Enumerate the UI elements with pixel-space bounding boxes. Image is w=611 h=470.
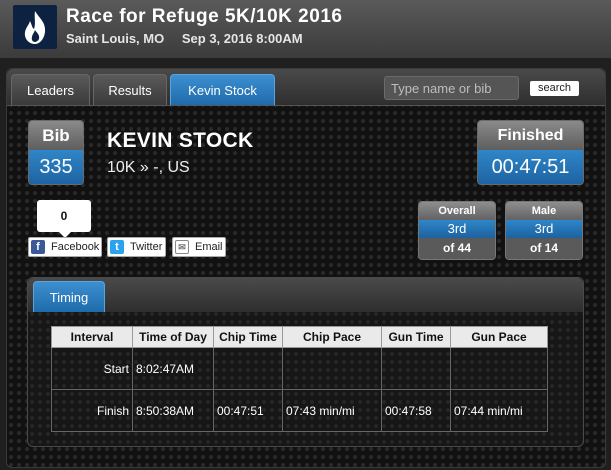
tab-results[interactable]: Results xyxy=(93,74,167,105)
column-header: Chip Time xyxy=(213,326,283,348)
search-input[interactable] xyxy=(384,76,519,100)
gun-time-cell: 00:47:58 xyxy=(381,389,451,432)
facebook-label: Facebook xyxy=(51,241,100,253)
search-button[interactable]: search xyxy=(530,81,579,96)
tab-leaders[interactable]: Leaders xyxy=(11,74,90,105)
finish-time: 00:47:51 xyxy=(478,150,583,184)
email-share-button[interactable]: ✉ Email xyxy=(172,237,226,257)
tab-timing[interactable]: Timing xyxy=(33,281,105,312)
male-label: Male xyxy=(506,202,582,220)
timing-tab-bar: Timing xyxy=(28,278,583,312)
results-panel: Leaders Results Kevin Stock search Bib 3… xyxy=(6,68,606,468)
race-title[interactable]: Race for Refuge 5K/10K 2016 xyxy=(66,6,343,27)
splits-table: Interval Time of Day Chip Time Chip Pace… xyxy=(51,326,548,432)
table-header-row: Interval Time of Day Chip Time Chip Pace… xyxy=(51,326,548,348)
time-of-day-cell: 8:02:47AM xyxy=(132,347,214,390)
male-rank-box: Male 3rd of 14 xyxy=(505,201,583,260)
bib-label: Bib xyxy=(29,121,83,150)
overall-label: Overall xyxy=(419,202,495,220)
male-place: 3rd xyxy=(506,220,582,238)
twitter-label: Twitter xyxy=(130,241,163,253)
interval-cell: Finish xyxy=(51,389,133,432)
timing-panel: Timing Interval Time of Day Chip Time Ch… xyxy=(27,277,584,447)
facebook-share-button[interactable]: f Facebook xyxy=(28,237,102,257)
male-of: of 14 xyxy=(506,238,582,259)
table-row: Finish 8:50:38AM 00:47:51 07:43 min/mi 0… xyxy=(51,389,548,432)
race-location: Saint Louis, MO xyxy=(66,31,165,46)
column-header: Chip Pace xyxy=(282,326,382,348)
chip-time-cell: 00:47:51 xyxy=(213,389,283,432)
email-icon: ✉ xyxy=(175,240,189,254)
finished-box: Finished 00:47:51 xyxy=(477,120,584,185)
race-subtitle: Saint Louis, MO Sep 3, 2016 8:00AM xyxy=(66,31,317,46)
overall-of: of 44 xyxy=(419,238,495,259)
header: Race for Refuge 5K/10K 2016 Saint Louis,… xyxy=(0,0,611,59)
twitter-share-button[interactable]: t Twitter xyxy=(107,237,166,257)
bib-box: Bib 335 xyxy=(28,120,84,185)
facebook-icon: f xyxy=(31,240,45,254)
gun-pace-cell xyxy=(450,347,548,390)
overall-place: 3rd xyxy=(419,220,495,238)
column-header: Gun Pace xyxy=(450,326,548,348)
chip-time-cell xyxy=(213,347,283,390)
table-row: Start 8:02:47AM xyxy=(51,347,548,390)
gun-pace-cell: 07:44 min/mi xyxy=(450,389,548,432)
bib-number: 335 xyxy=(29,150,83,184)
tab-kevin-stock[interactable]: Kevin Stock xyxy=(170,74,275,105)
flame-logo-icon[interactable] xyxy=(13,5,57,49)
runner-race: 10K » -, US xyxy=(107,159,190,176)
time-of-day-cell: 8:50:38AM xyxy=(132,389,214,432)
email-label: Email xyxy=(195,241,223,253)
column-header: Gun Time xyxy=(381,326,451,348)
column-header: Interval xyxy=(51,326,133,348)
chip-pace-cell: 07:43 min/mi xyxy=(282,389,382,432)
finished-label: Finished xyxy=(478,121,583,150)
share-count: 0 xyxy=(37,200,91,238)
runner-name: KEVIN STOCK xyxy=(107,129,254,152)
twitter-icon: t xyxy=(110,240,124,254)
chip-pace-cell xyxy=(282,347,382,390)
gun-time-cell xyxy=(381,347,451,390)
interval-cell: Start xyxy=(51,347,133,390)
race-date: Sep 3, 2016 8:00AM xyxy=(181,31,303,46)
column-header: Time of Day xyxy=(132,326,214,348)
tab-bar: Leaders Results Kevin Stock search xyxy=(7,69,605,106)
overall-rank-box: Overall 3rd of 44 xyxy=(418,201,496,260)
